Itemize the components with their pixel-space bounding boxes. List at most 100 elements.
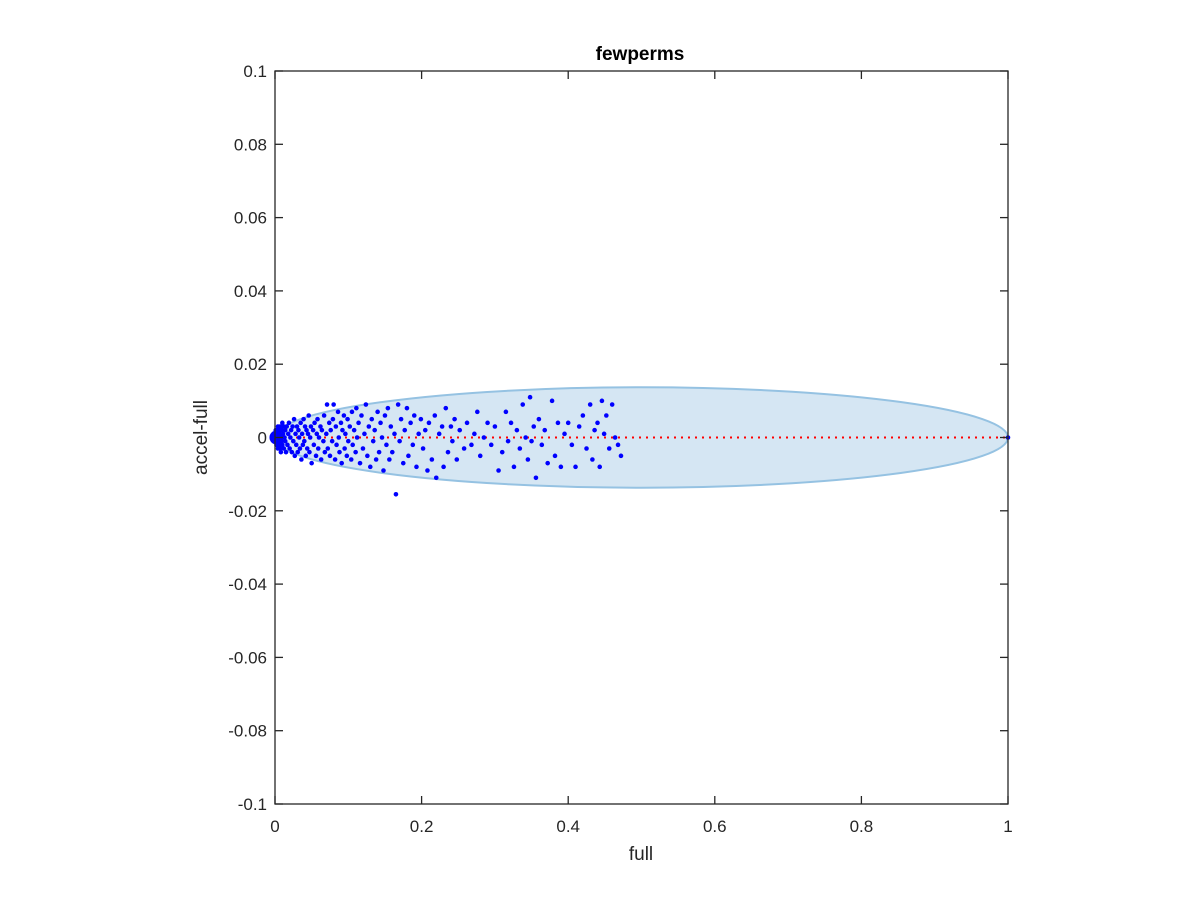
data-point <box>287 446 292 451</box>
data-point <box>595 420 600 426</box>
data-point <box>375 409 380 415</box>
data-point <box>529 438 534 444</box>
x-tick-label: 1 <box>1003 817 1012 836</box>
data-point <box>291 416 297 422</box>
data-point <box>344 453 350 459</box>
data-point <box>280 420 285 426</box>
data-point <box>328 427 334 433</box>
data-point <box>569 442 575 448</box>
data-point <box>299 431 305 437</box>
data-point <box>408 420 413 426</box>
y-tick-label: 0.06 <box>234 209 267 228</box>
data-point <box>360 446 366 451</box>
data-point <box>345 416 350 422</box>
data-point <box>523 435 528 440</box>
data-point <box>335 409 341 415</box>
data-point <box>366 424 372 429</box>
data-point <box>555 420 561 426</box>
data-point <box>298 420 303 426</box>
y-tick-label: -0.1 <box>238 795 267 814</box>
data-point <box>348 457 354 462</box>
y-tick-label: 0.02 <box>234 355 267 374</box>
data-point <box>277 446 283 451</box>
x-tick-label: 0.8 <box>850 817 874 836</box>
data-point <box>306 413 312 418</box>
y-tick-label: -0.08 <box>228 722 267 741</box>
data-point <box>308 424 314 429</box>
data-point <box>297 446 303 451</box>
data-point <box>324 402 330 407</box>
data-point <box>322 449 328 455</box>
data-point <box>445 449 451 455</box>
data-point <box>349 409 355 415</box>
data-point <box>464 420 470 426</box>
data-point <box>565 420 571 426</box>
data-point <box>315 416 320 422</box>
data-point <box>315 446 321 451</box>
data-point <box>299 457 304 462</box>
data-point <box>609 402 615 407</box>
data-point <box>372 427 377 433</box>
plot-area <box>269 70 1011 805</box>
data-point <box>379 435 385 440</box>
data-point <box>525 457 531 462</box>
data-point <box>296 435 302 440</box>
data-point <box>301 416 306 422</box>
data-point <box>282 427 288 433</box>
data-point <box>450 438 455 444</box>
data-point <box>353 449 358 455</box>
data-point <box>282 435 287 440</box>
data-point <box>318 457 324 462</box>
data-point <box>341 413 347 418</box>
data-point <box>350 442 356 448</box>
data-point <box>293 442 299 448</box>
y-tick-labels: 0.1 0.08 0.06 0.04 0.02 0 -0.02 -0.04 -0.06 -0.08… <box>228 62 267 814</box>
data-point <box>443 405 449 411</box>
data-point <box>354 435 360 440</box>
data-point <box>606 446 612 451</box>
data-point <box>321 438 326 444</box>
data-point <box>311 442 317 448</box>
data-point <box>307 435 313 440</box>
data-point <box>363 402 369 407</box>
data-point <box>281 446 287 451</box>
data-point <box>520 402 526 407</box>
data-point <box>293 431 298 437</box>
data-point <box>334 442 339 448</box>
data-point <box>325 446 331 451</box>
data-point <box>420 446 426 451</box>
data-point <box>290 424 295 429</box>
data-point <box>319 427 325 433</box>
data-point <box>356 420 361 426</box>
data-point <box>321 413 327 418</box>
data-point <box>436 431 442 437</box>
y-tick-label: -0.06 <box>228 648 267 667</box>
data-point <box>314 431 320 437</box>
data-point <box>590 457 595 462</box>
data-point <box>604 413 609 418</box>
data-point <box>416 431 421 437</box>
data-point <box>324 431 329 437</box>
data-point <box>342 446 347 451</box>
data-point <box>316 435 322 440</box>
data-point <box>289 449 295 455</box>
data-point <box>354 405 359 411</box>
data-point <box>312 420 317 426</box>
data-point <box>277 424 283 429</box>
data-point <box>282 438 288 444</box>
data-point <box>326 420 332 426</box>
y-axis-label: accel-full <box>191 400 212 475</box>
data-point <box>485 420 490 426</box>
data-point <box>549 398 555 404</box>
data-point <box>331 402 336 407</box>
data-point <box>329 438 335 444</box>
data-point <box>387 457 392 462</box>
data-point <box>452 416 457 422</box>
data-point <box>367 464 373 470</box>
data-point <box>517 446 523 451</box>
data-point <box>332 457 338 462</box>
data-point <box>343 431 348 437</box>
y-tick-label: 0 <box>258 429 267 448</box>
data-point <box>496 468 501 473</box>
data-point <box>461 446 467 451</box>
